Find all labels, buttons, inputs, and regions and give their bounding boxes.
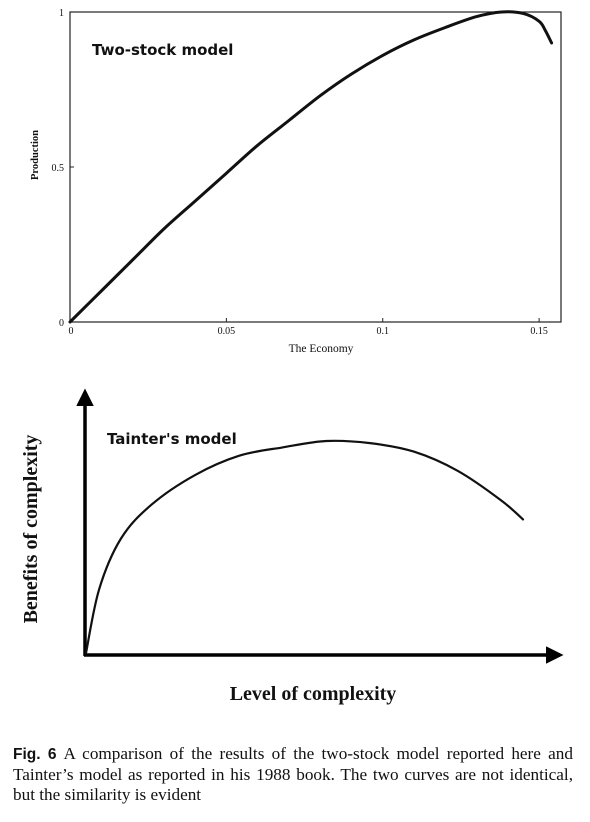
chart1-x-ticks: 0 0.05 0.1 0.15: [69, 318, 548, 337]
chart1-x-tick-label: 0.1: [376, 326, 389, 337]
figure-6-charts: Two-stock model The Economy Production 0…: [20, 8, 564, 705]
chart1-y-tick-label: 0: [59, 318, 64, 329]
chart1-x-tick-label: 0.15: [530, 326, 548, 337]
chart2-x-axis-label: Level of complexity: [230, 683, 397, 705]
chart1-x-tick-label: 0: [69, 326, 74, 337]
chart1-y-tick-label: 1: [59, 8, 64, 19]
chart1-series-group: [68, 10, 554, 324]
chart1-x-tick-label: 0.05: [218, 326, 236, 337]
chart1-title: Two-stock model: [92, 41, 233, 59]
chart2-series-line: [84, 439, 525, 655]
tainters-model-chart: Tainter's model Level of complexity Bene…: [20, 388, 564, 705]
chart1-y-tick-label: 0.5: [52, 163, 65, 174]
chart1-y-ticks: 00.51: [52, 8, 74, 329]
figure-label: Fig. 6: [13, 746, 57, 763]
chart2-title: Tainter's model: [107, 430, 237, 448]
chart1-x-axis-label: The Economy: [289, 343, 354, 355]
caption-text: A comparison of the results of the two-s…: [13, 744, 573, 804]
chart2-series-group: [84, 439, 525, 655]
two-stock-model-chart: Two-stock model The Economy Production 0…: [30, 8, 562, 355]
chart2-y-axis-label: Benefits of complexity: [20, 435, 42, 624]
chart1-series-line: [68, 10, 554, 324]
chart1-y-axis-label: Production: [30, 130, 41, 180]
